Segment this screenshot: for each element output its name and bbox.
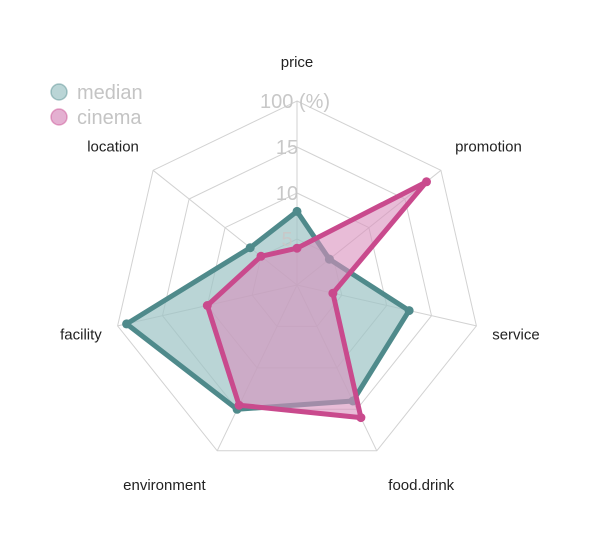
point-cinema-promotion bbox=[422, 177, 431, 187]
point-median-location bbox=[245, 243, 255, 253]
axis-label-environment: environment bbox=[123, 477, 206, 494]
legend-item-median: median bbox=[50, 82, 143, 104]
legend-swatch-cinema bbox=[50, 108, 68, 126]
point-median-price bbox=[292, 206, 302, 216]
axis-label-price: price bbox=[281, 54, 314, 71]
axis-label-facility: facility bbox=[60, 326, 102, 343]
point-cinema-service bbox=[328, 288, 338, 298]
legend: median cinema bbox=[50, 82, 143, 129]
axis-label-location: location bbox=[87, 139, 139, 156]
tick-label-2: 10 bbox=[276, 183, 298, 205]
data-series bbox=[122, 177, 431, 423]
point-median-service bbox=[404, 306, 414, 316]
legend-swatch-median bbox=[50, 83, 68, 101]
axis-labels: price promotion service food.drink environme… bbox=[60, 54, 540, 494]
axis-label-service: service bbox=[492, 326, 540, 343]
series-cinema bbox=[202, 177, 431, 423]
point-cinema-environment bbox=[234, 400, 244, 410]
point-cinema-food-drink bbox=[356, 413, 366, 423]
legend-label-cinema: cinema bbox=[77, 107, 142, 129]
axis-label-promotion: promotion bbox=[455, 139, 522, 156]
tick-label-1: 5 bbox=[281, 229, 292, 251]
point-cinema-facility bbox=[202, 301, 212, 310]
legend-label-median: median bbox=[77, 82, 143, 104]
point-cinema-price bbox=[292, 243, 302, 253]
tick-labels: 5 10 15 100 (%) bbox=[260, 91, 330, 251]
point-cinema-location bbox=[256, 251, 266, 261]
series-area-cinema bbox=[204, 179, 429, 421]
axis-label-food-drink: food.drink bbox=[388, 477, 454, 494]
point-median-facility bbox=[122, 319, 132, 329]
grid-ring-4 bbox=[117, 100, 477, 452]
legend-item-cinema: cinema bbox=[50, 107, 142, 129]
tick-label-3: 15 bbox=[276, 137, 298, 159]
tick-label-4: 100 (%) bbox=[260, 91, 330, 113]
